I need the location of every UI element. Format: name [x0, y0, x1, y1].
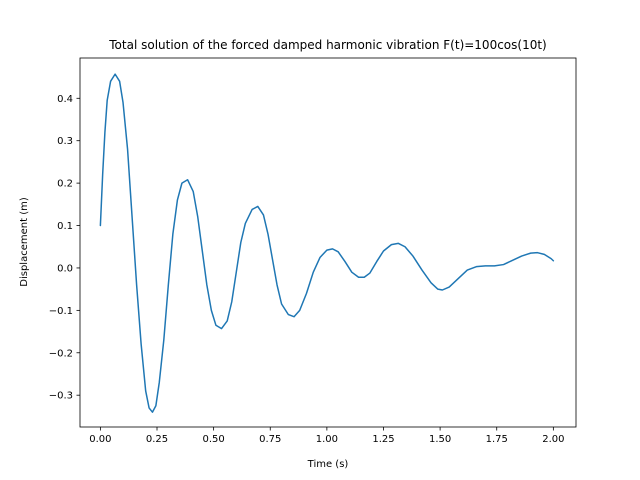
y-tick-label: −0.2 — [49, 348, 73, 359]
x-axis: 0.00 0.25 0.50 0.75 1.00 1.25 1.50 1.75 2.00 — [89, 427, 564, 445]
y-tick-label: 0.1 — [57, 221, 73, 232]
x-axis-label: Time (s) — [307, 459, 349, 470]
series-line — [99, 73, 555, 413]
plot-area — [79, 57, 577, 428]
y-tick-label: 0.4 — [57, 94, 73, 105]
y-tick-label: 0.0 — [57, 263, 73, 274]
x-tick-label: 0.75 — [259, 434, 281, 445]
x-tick-label: 2.00 — [542, 434, 564, 445]
y-tick-label: −0.1 — [49, 306, 73, 317]
x-tick-label: 1.25 — [372, 434, 394, 445]
y-axis: −0.3 −0.2 −0.1 0.0 0.1 0.2 0.3 0.4 — [49, 94, 80, 402]
chart-title: Total solution of the forced damped harm… — [108, 38, 546, 52]
plot-background — [80, 58, 576, 427]
x-tick-label: 1.00 — [316, 434, 338, 445]
y-axis-label: Displacement (m) — [19, 197, 30, 287]
y-tick-label: −0.3 — [49, 391, 73, 402]
axes-frame — [79, 57, 577, 428]
y-tick-label: 0.3 — [57, 136, 73, 147]
x-tick-label: 1.50 — [429, 434, 451, 445]
x-tick-label: 0.50 — [202, 434, 224, 445]
x-tick-label: 1.75 — [486, 434, 508, 445]
y-tick-label: 0.2 — [57, 179, 73, 190]
x-tick-label: 0.25 — [146, 434, 168, 445]
x-tick-label: 0.00 — [89, 434, 111, 445]
